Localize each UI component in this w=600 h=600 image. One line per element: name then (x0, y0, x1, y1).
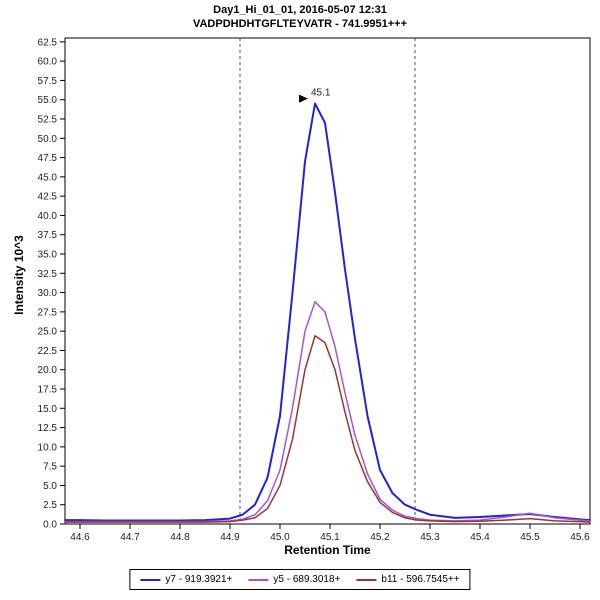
legend-label-b11: b11 - 596.7545++ (381, 574, 460, 585)
legend-label-y7: y7 - 919.3921+ (165, 574, 233, 585)
svg-text:7.5: 7.5 (43, 462, 57, 473)
legend-line-sample-y7 (140, 578, 161, 581)
svg-text:2.5: 2.5 (43, 500, 57, 511)
svg-text:15.0: 15.0 (38, 404, 58, 415)
svg-text:45.5: 45.5 (520, 532, 540, 543)
svg-text:50.0: 50.0 (38, 134, 58, 145)
svg-text:22.5: 22.5 (38, 346, 58, 357)
legend-label-y5: y5 - 689.3018+ (273, 574, 341, 585)
svg-text:37.5: 37.5 (38, 230, 58, 241)
svg-text:35.0: 35.0 (38, 250, 58, 261)
chart-title-run: Day1_Hi_01_01, 2016-05-07 12:31 (213, 4, 387, 16)
svg-text:45.1: 45.1 (311, 88, 331, 99)
svg-text:45.3: 45.3 (420, 532, 440, 543)
svg-text:12.5: 12.5 (38, 423, 58, 434)
svg-text:44.7: 44.7 (120, 532, 140, 543)
svg-text:45.1: 45.1 (320, 532, 340, 543)
svg-text:5.0: 5.0 (43, 481, 57, 492)
svg-text:40.0: 40.0 (38, 211, 58, 222)
svg-text:20.0: 20.0 (38, 365, 58, 376)
svg-text:25.0: 25.0 (38, 327, 58, 338)
legend: y7 - 919.3921+ y5 - 689.3018+ b11 - 596.… (129, 569, 471, 590)
svg-text:42.5: 42.5 (38, 192, 58, 203)
svg-text:45.2: 45.2 (370, 532, 390, 543)
svg-text:30.0: 30.0 (38, 288, 58, 299)
x-axis-title: Retention Time (284, 543, 371, 557)
svg-text:27.5: 27.5 (38, 307, 58, 318)
legend-line-sample-y5 (248, 578, 269, 581)
legend-item-b11: b11 - 596.7545++ (356, 574, 460, 585)
svg-text:32.5: 32.5 (38, 269, 58, 280)
svg-text:45.6: 45.6 (570, 532, 590, 543)
svg-text:60.0: 60.0 (38, 57, 58, 68)
legend-item-y7: y7 - 919.3921+ (140, 574, 232, 585)
svg-text:17.5: 17.5 (38, 385, 58, 396)
legend-item-y5: y5 - 689.3018+ (248, 574, 340, 585)
svg-text:57.5: 57.5 (38, 76, 58, 87)
svg-text:45.4: 45.4 (470, 532, 490, 543)
svg-text:47.5: 47.5 (38, 153, 58, 164)
svg-text:10.0: 10.0 (38, 442, 58, 453)
svg-text:52.5: 52.5 (38, 115, 58, 126)
svg-text:44.6: 44.6 (70, 532, 90, 543)
svg-text:45.0: 45.0 (38, 172, 58, 183)
svg-text:55.0: 55.0 (38, 95, 58, 106)
chart-title-peptide: VADPDHDHTGFLTEYVATR - 741.9951+++ (192, 18, 408, 30)
svg-text:44.8: 44.8 (170, 532, 190, 543)
svg-text:62.5: 62.5 (38, 37, 58, 48)
svg-text:0.0: 0.0 (43, 520, 57, 531)
svg-text:44.9: 44.9 (220, 532, 240, 543)
svg-text:45.0: 45.0 (270, 532, 290, 543)
legend-line-sample-b11 (356, 578, 377, 581)
